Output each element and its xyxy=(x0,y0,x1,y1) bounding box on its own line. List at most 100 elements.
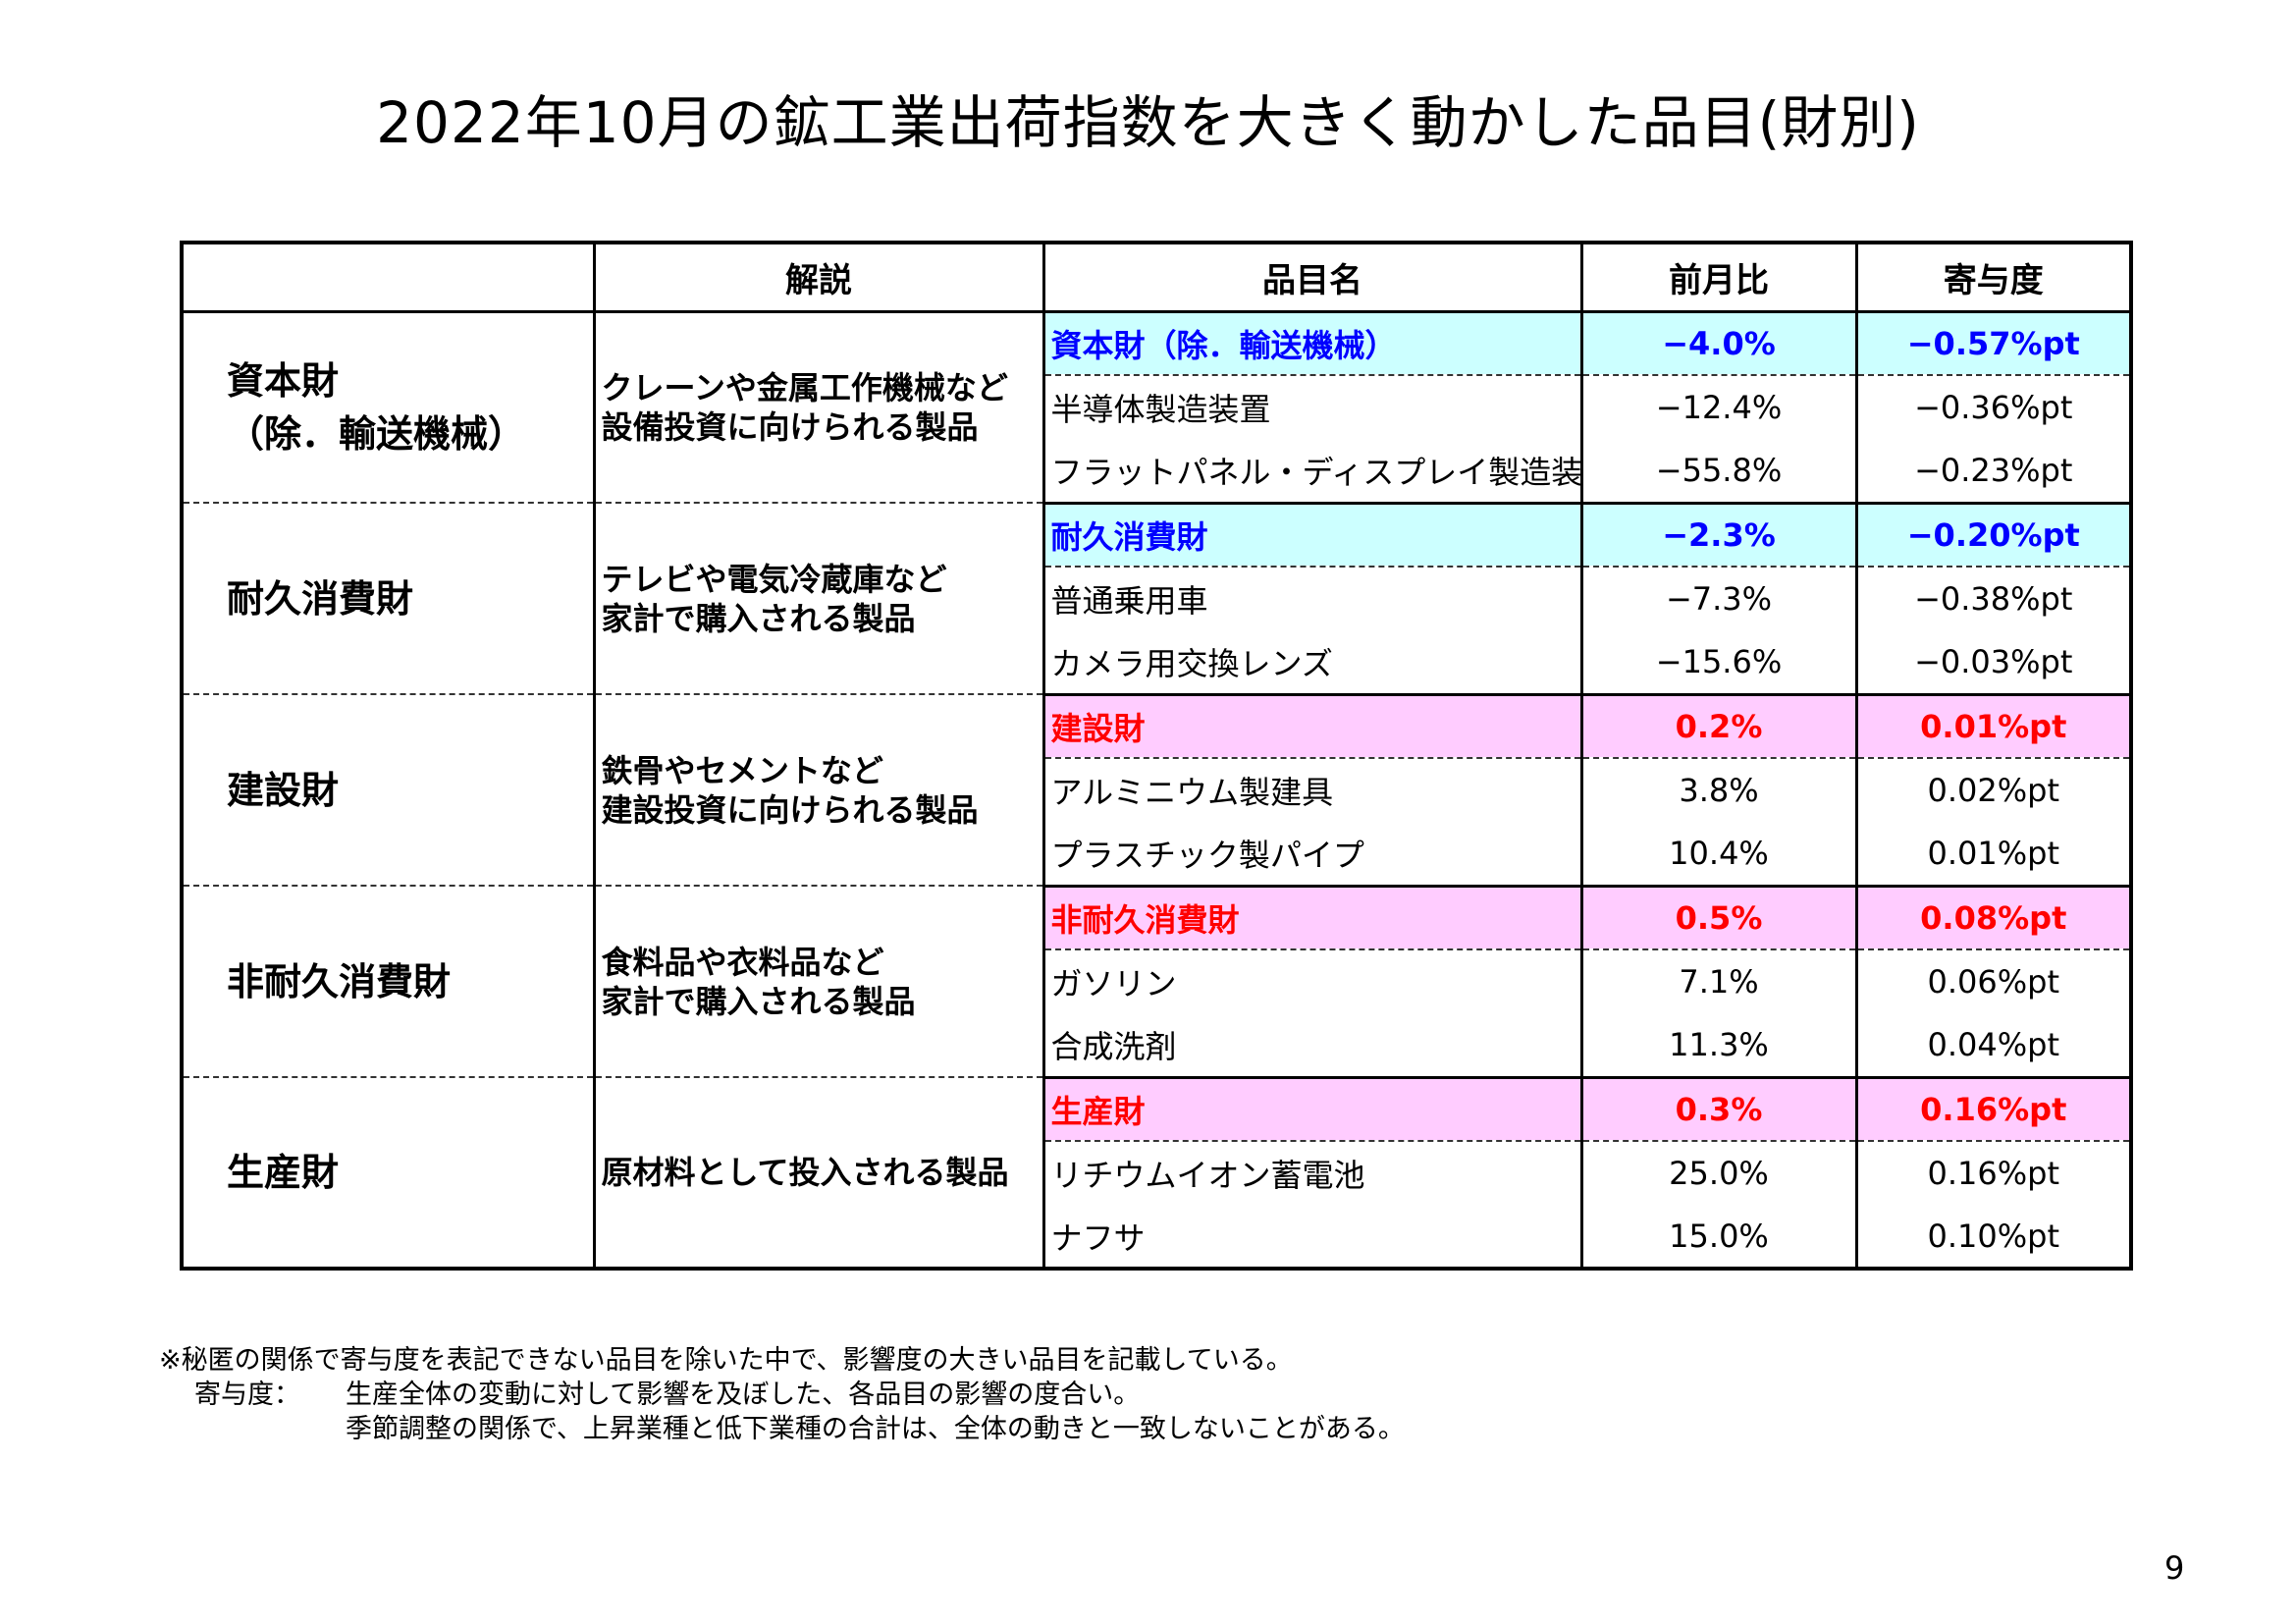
header-row: 解説 品目名 前月比 寄与度 xyxy=(182,243,2131,313)
item-name: 資本財（除．輸送機械） xyxy=(1041,311,1581,376)
mom-value: 0.3% xyxy=(1579,1077,1856,1142)
item-name: アルミニウム製建具 xyxy=(1041,758,1581,822)
contribution-value: −0.57%pt xyxy=(1854,311,2131,376)
description-line: 設備投資に向けられる製品 xyxy=(601,407,979,446)
contribution-value: −0.38%pt xyxy=(1854,567,2131,630)
description-cell: 食料品や衣料品など 家計で購入される製品 xyxy=(592,886,1043,1078)
header-mom: 前月比 xyxy=(1579,243,1856,313)
contribution-value: 0.08%pt xyxy=(1854,886,2131,950)
group-construction-goods: 建設財 鉄骨やセメントなど 建設投資に向けられる製品 建設財 0.2% 0.01%… xyxy=(182,694,2131,888)
description-line: 家計で購入される製品 xyxy=(601,599,916,637)
category-cell: 建設財 xyxy=(182,694,594,887)
header-item: 品目名 xyxy=(1041,243,1581,313)
table-row: 非耐久消費財 食料品や衣料品など 家計で購入される製品 非耐久消費財 0.5% 0… xyxy=(182,886,2131,1078)
item-name: ナフサ xyxy=(1041,1205,1581,1271)
page-number: 9 xyxy=(2164,1549,2185,1587)
group-durable-goods: 耐久消費財 テレビや電気冷蔵庫など 家計で購入される製品 耐久消費財 −2.3% … xyxy=(182,503,2131,696)
mom-value: −2.3% xyxy=(1579,503,1856,568)
category-label: 生産財 xyxy=(227,1151,340,1194)
item-name: 合成洗剤 xyxy=(1041,1013,1581,1079)
footnotes: ※秘匿の関係で寄与度を表記できない品目を除いた中で、影響度の大きい品目を記載して… xyxy=(159,1343,1405,1446)
footnote-text: 生産全体の変動に対して影響を及ぼした、各品目の影響の度合い。 xyxy=(346,1380,1141,1410)
contribution-value: −0.03%pt xyxy=(1854,630,2131,696)
mom-value: 10.4% xyxy=(1579,822,1856,888)
mom-value: 0.5% xyxy=(1579,886,1856,950)
item-name: フラットパネル・ディスプレイ製造装置 xyxy=(1041,439,1581,505)
description-line: 家計で購入される製品 xyxy=(601,982,916,1020)
description-line: 食料品や衣料品など xyxy=(601,943,884,981)
mom-value: 15.0% xyxy=(1579,1205,1856,1271)
mom-value: −12.4% xyxy=(1579,375,1856,439)
table-row: プラスチック製パイプ 10.4% 0.01%pt xyxy=(182,822,2131,888)
category-label: 耐久消費財 xyxy=(227,576,414,621)
contribution-value: 0.16%pt xyxy=(1854,1077,2131,1142)
footnote-line: ※秘匿の関係で寄与度を表記できない品目を除いた中で、影響度の大きい品目を記載して… xyxy=(159,1345,1293,1376)
description-line: 原材料として投入される製品 xyxy=(601,1154,1009,1191)
contribution-value: 0.01%pt xyxy=(1854,694,2131,759)
header-contribution: 寄与度 xyxy=(1854,243,2131,313)
mom-value: 11.3% xyxy=(1579,1013,1856,1079)
category-label: 非耐久消費財 xyxy=(227,959,452,1003)
category-cell: 資本財 （除．輸送機械） xyxy=(182,311,594,504)
table-row: 建設財 鉄骨やセメントなど 建設投資に向けられる製品 建設財 0.2% 0.01%… xyxy=(182,694,2131,887)
mom-value: −4.0% xyxy=(1579,311,1856,376)
category-label: 資本財 xyxy=(227,358,340,403)
description-line: 建設投資に向けられる製品 xyxy=(601,790,979,829)
mom-value: −55.8% xyxy=(1579,439,1856,505)
description-line: クレーンや金属工作機械など xyxy=(601,368,1008,406)
table-row: 耐久消費財 テレビや電気冷蔵庫など 家計で購入される製品 耐久消費財 −2.3% … xyxy=(182,503,2131,695)
contribution-value: 0.04%pt xyxy=(1854,1013,2131,1079)
footnote-line: 寄与度： 生産全体の変動に対して影響を及ぼした、各品目の影響の度合い。 xyxy=(159,1378,1405,1412)
table-row: 半導体製造装置 −12.4% −0.36%pt xyxy=(182,375,2131,439)
category-sublabel: （除．輸送機械） xyxy=(227,411,526,456)
description-line: 鉄骨やセメントなど xyxy=(601,751,883,789)
contribution-table: 解説 品目名 前月比 寄与度 資本財 （除．輸送機械） クレーンや金属工作機械など… xyxy=(180,241,2133,1271)
contribution-value: −0.20%pt xyxy=(1854,503,2131,568)
item-name: 建設財 xyxy=(1041,694,1581,759)
table-row: カメラ用交換レンズ −15.6% −0.03%pt xyxy=(182,630,2131,696)
category-label: 建設財 xyxy=(227,768,340,812)
description-cell: 鉄骨やセメントなど 建設投資に向けられる製品 xyxy=(592,694,1043,887)
mom-value: −15.6% xyxy=(1579,630,1856,696)
item-name: カメラ用交換レンズ xyxy=(1041,630,1581,696)
item-name: 耐久消費財 xyxy=(1041,503,1581,568)
contribution-value: 0.01%pt xyxy=(1854,822,2131,888)
page-title: 2022年10月の鉱工業出荷指数を大きく動かした品目(財別) xyxy=(376,89,1920,156)
contribution-value: −0.23%pt xyxy=(1854,439,2131,505)
contribution-value: −0.36%pt xyxy=(1854,375,2131,439)
table-row: ナフサ 15.0% 0.10%pt xyxy=(182,1205,2131,1271)
mom-value: 3.8% xyxy=(1579,758,1856,822)
contribution-value: 0.06%pt xyxy=(1854,949,2131,1013)
table-row: フラットパネル・ディスプレイ製造装置 −55.8% −0.23%pt xyxy=(182,439,2131,505)
description-line: テレビや電気冷蔵庫など xyxy=(601,560,947,598)
table-row: 普通乗用車 −7.3% −0.38%pt xyxy=(182,567,2131,630)
table-row: 生産財 原材料として投入される製品 生産財 0.3% 0.16%pt xyxy=(182,1077,2131,1270)
table-row: アルミニウム製建具 3.8% 0.02%pt xyxy=(182,758,2131,822)
table-row: リチウムイオン蓄電池 25.0% 0.16%pt xyxy=(182,1141,2131,1205)
description-cell: テレビや電気冷蔵庫など 家計で購入される製品 xyxy=(592,503,1043,695)
group-capital-goods: 資本財 （除．輸送機械） クレーンや金属工作機械など 設備投資に向けられる製品 資本… xyxy=(182,311,2131,505)
mom-value: 0.2% xyxy=(1579,694,1856,759)
footnote-line: 季節調整の関係で、上昇業種と低下業種の合計は、全体の動きと一致しないことがある。 xyxy=(346,1414,1405,1444)
item-name: 普通乗用車 xyxy=(1041,567,1581,630)
category-cell: 非耐久消費財 xyxy=(182,886,594,1078)
contribution-value: 0.10%pt xyxy=(1854,1205,2131,1271)
mom-value: 25.0% xyxy=(1579,1141,1856,1205)
item-name: 非耐久消費財 xyxy=(1041,886,1581,950)
table-row: 合成洗剤 11.3% 0.04%pt xyxy=(182,1013,2131,1079)
header-category xyxy=(182,243,594,313)
group-producer-goods: 生産財 原材料として投入される製品 生産財 0.3% 0.16%pt リチウムイ… xyxy=(182,1077,2131,1271)
footnote-label: 寄与度： xyxy=(194,1380,300,1410)
category-cell: 生産財 xyxy=(182,1077,594,1270)
header-description: 解説 xyxy=(592,243,1043,313)
category-cell: 耐久消費財 xyxy=(182,503,594,695)
table-row: 資本財 （除．輸送機械） クレーンや金属工作機械など 設備投資に向けられる製品 資本… xyxy=(182,311,2131,504)
item-name: ガソリン xyxy=(1041,949,1581,1013)
table-row: ガソリン 7.1% 0.06%pt xyxy=(182,949,2131,1013)
mom-value: −7.3% xyxy=(1579,567,1856,630)
group-nondurable-goods: 非耐久消費財 食料品や衣料品など 家計で購入される製品 非耐久消費財 0.5% 0… xyxy=(182,886,2131,1079)
mom-value: 7.1% xyxy=(1579,949,1856,1013)
description-cell: 原材料として投入される製品 xyxy=(592,1077,1043,1270)
item-name: 半導体製造装置 xyxy=(1041,375,1581,439)
item-name: リチウムイオン蓄電池 xyxy=(1041,1141,1581,1205)
